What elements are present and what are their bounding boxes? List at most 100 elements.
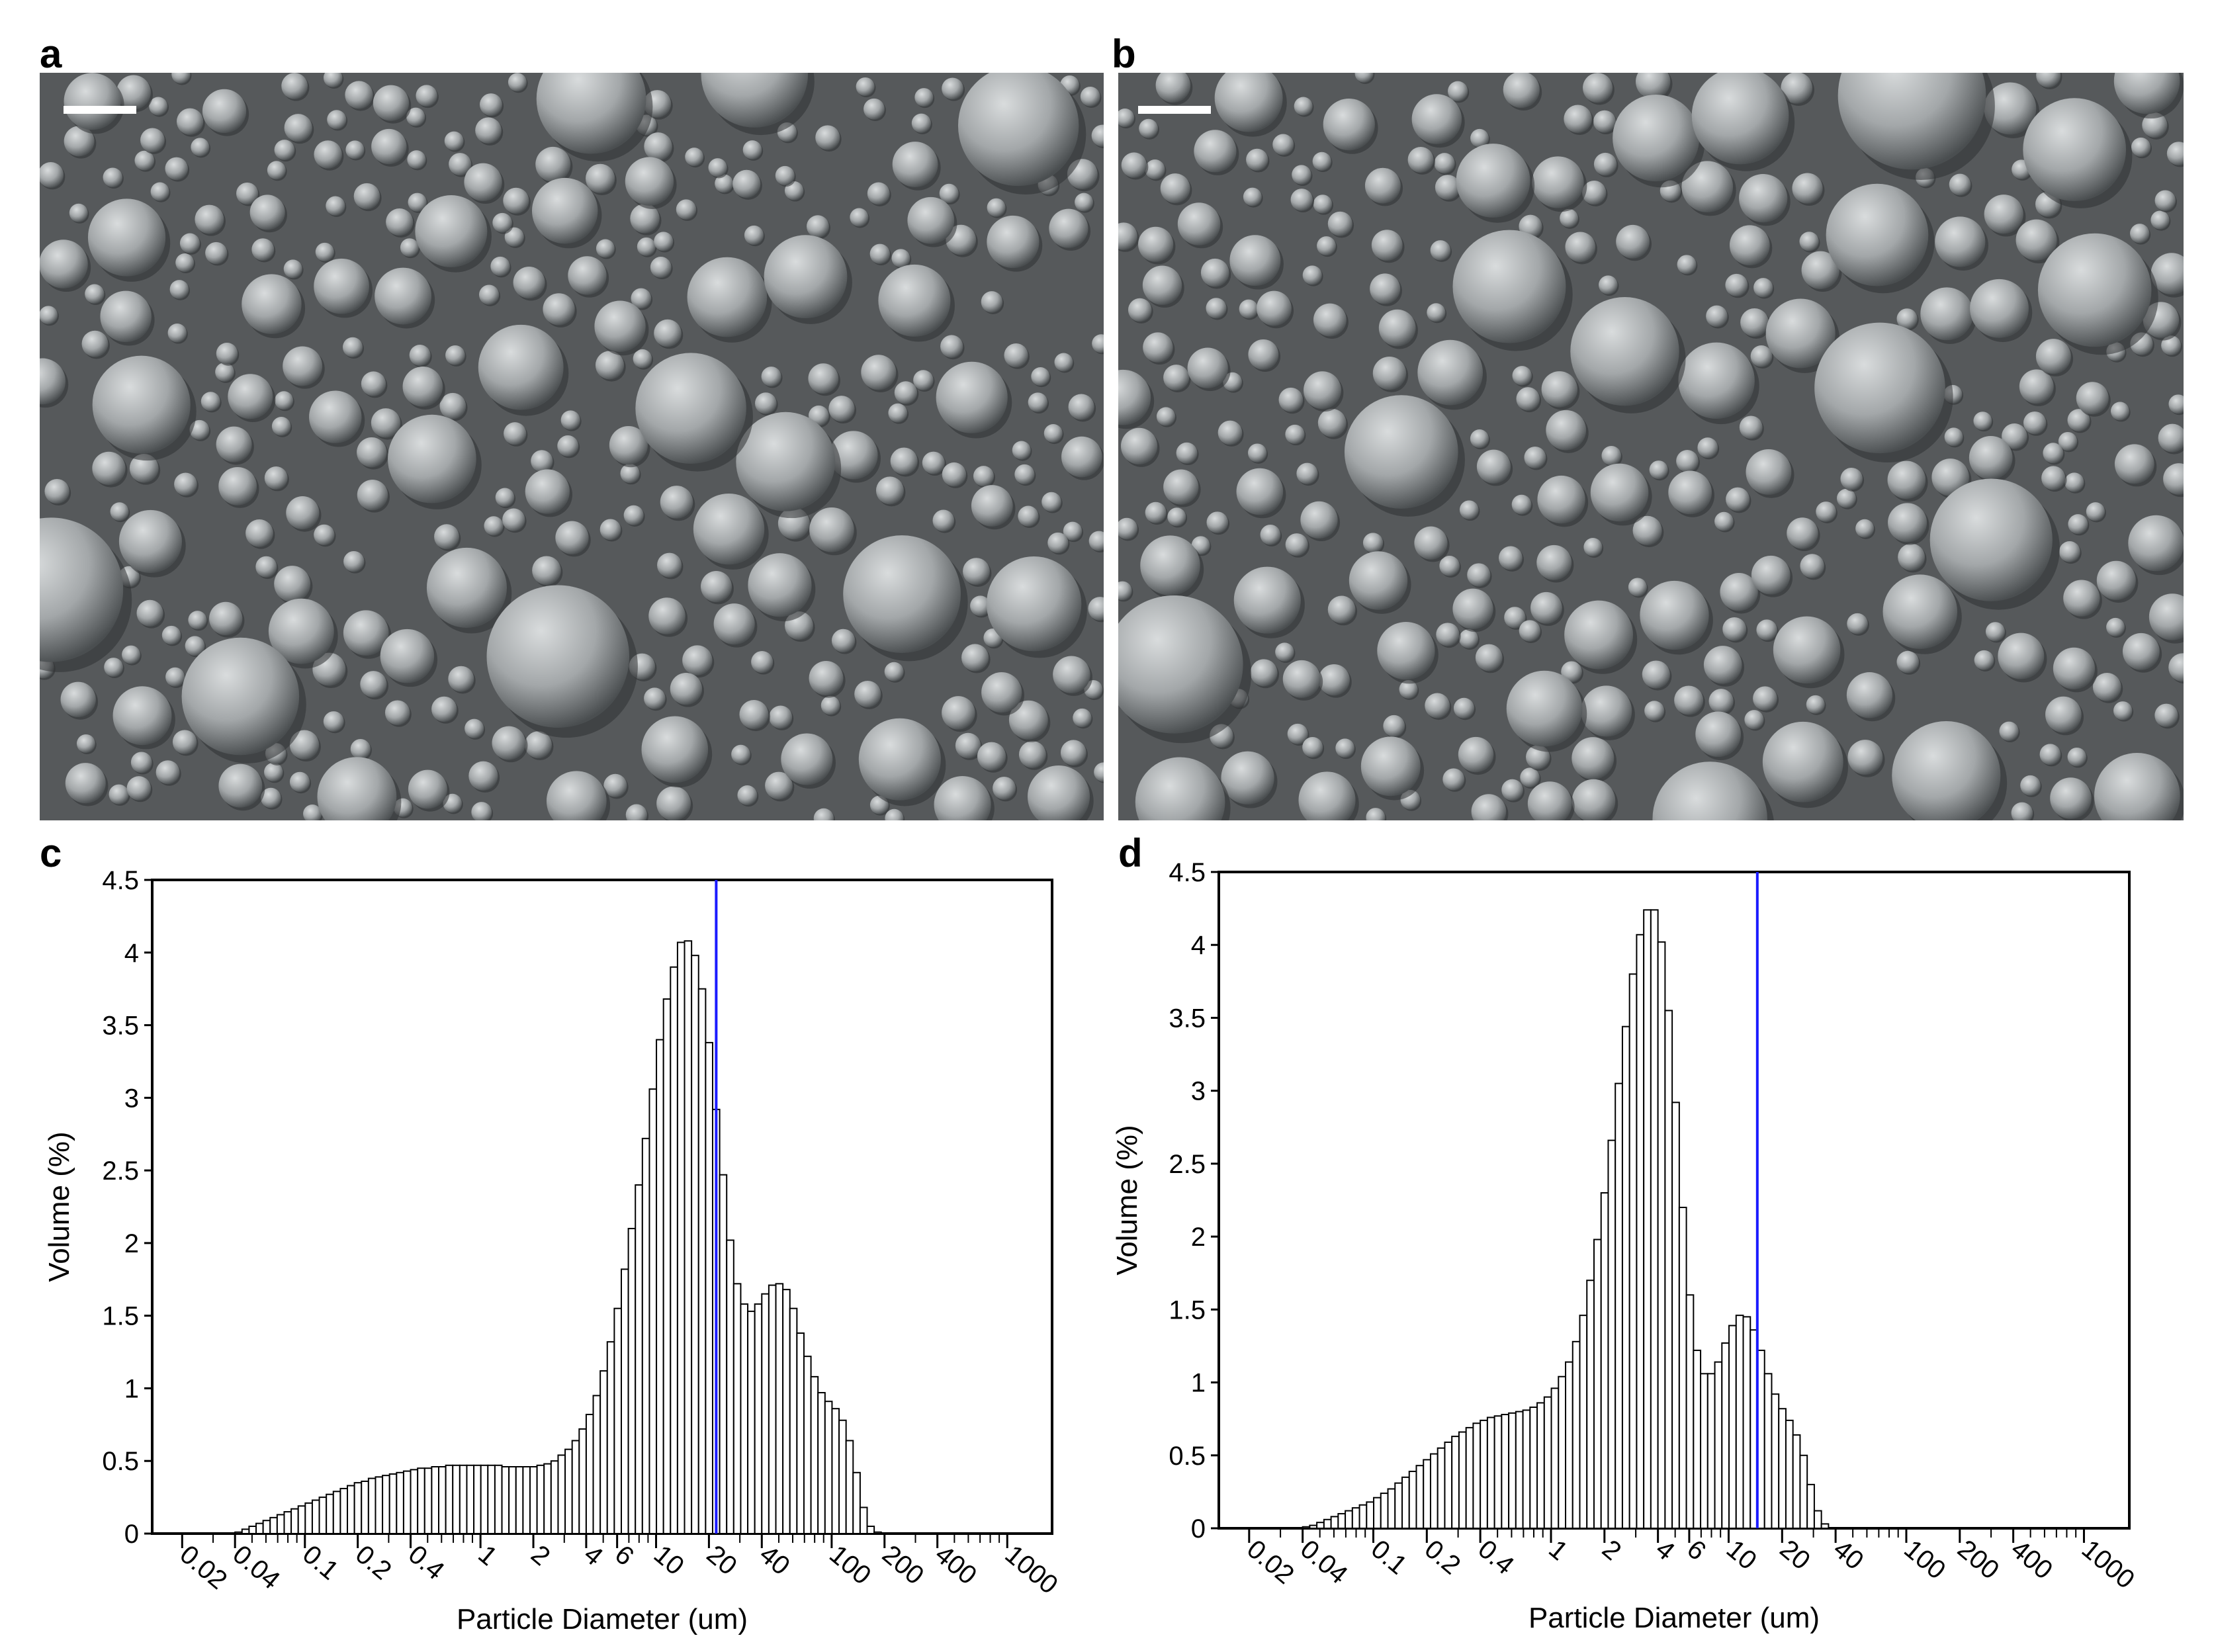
sem-b-sphere (1294, 97, 1313, 116)
sem-b-sphere (1929, 478, 2053, 601)
sem-a-sphere (568, 256, 607, 295)
sem-a-sphere (1092, 334, 1104, 353)
sem-a-sphere (283, 259, 302, 279)
sem-a-sphere (112, 686, 172, 746)
sem-a-sphere (820, 695, 840, 715)
histogram-bar (452, 1464, 461, 1535)
histogram-bar (599, 1370, 608, 1534)
sem-a-sphere (884, 662, 904, 681)
sem-b-sphere (1565, 232, 1596, 263)
sem-b-sphere (1143, 332, 1173, 363)
x-tick-label: 6 (609, 1540, 639, 1571)
sem-a-sphere (40, 239, 88, 288)
sem-b-sphere (1135, 757, 1225, 820)
y-tick-label: 0.5 (102, 1447, 139, 1476)
sem-a-sphere (357, 479, 388, 511)
sem-a-sphere (478, 284, 500, 305)
sem-a-sphere (85, 284, 105, 304)
sem-a-sphere (245, 519, 273, 547)
sem-b-sphere (1248, 339, 1279, 370)
histogram-bar (1813, 1510, 1822, 1530)
y-axis-title: Volume (%) (43, 1131, 75, 1282)
histogram-bar (1472, 1422, 1482, 1530)
sem-a-sphere (118, 509, 182, 573)
histogram-bar (1586, 1280, 1595, 1529)
histogram-bar (684, 940, 693, 1535)
sem-b-sphere (1372, 356, 1407, 390)
histogram-bar (1621, 1025, 1630, 1530)
sem-a-sphere (327, 110, 347, 130)
histogram-bar (1423, 1459, 1431, 1529)
sem-b-sphere (1176, 442, 1198, 464)
scale-bar-a (64, 106, 136, 114)
sem-a-sphere (942, 462, 967, 487)
sem-b-sphere (1366, 808, 1386, 820)
histogram-bar (1714, 1361, 1723, 1530)
sem-a-sphere (345, 140, 365, 159)
sem-a-sphere (531, 450, 553, 472)
sem-b-sphere (1799, 232, 1819, 251)
histogram-bar (705, 1041, 713, 1534)
sem-b-sphere (2059, 541, 2080, 562)
sem-a-sphere (386, 208, 414, 236)
sem-b-sphere (1674, 685, 1704, 715)
sem-b-sphere (1177, 202, 1221, 245)
histogram-bar (578, 1428, 587, 1534)
histogram-bar (691, 955, 699, 1534)
histogram-bar (248, 1526, 257, 1534)
sem-a-sphere (1073, 708, 1092, 728)
sem-a-sphere (637, 237, 656, 256)
sem-a-sphere (471, 802, 492, 820)
sem-b-sphere (1642, 660, 1670, 689)
histogram-bar (1515, 1411, 1524, 1530)
sem-b-sphere (2113, 701, 2133, 720)
y-tick-label: 1.5 (1169, 1295, 1206, 1325)
sem-b-sphere (1145, 159, 1165, 180)
x-tick-label: 40 (1828, 1534, 1869, 1575)
sem-b-sphere (1407, 146, 1434, 173)
histogram-bar (367, 1477, 376, 1535)
histogram-bar (1415, 1465, 1425, 1529)
sem-b-sphere (1425, 693, 1450, 718)
histogram-bar (656, 1039, 664, 1534)
sem-b-sphere (1847, 613, 1868, 634)
sem-a-sphere (216, 426, 252, 462)
x-axis-title: Particle Diameter (um) (457, 1603, 748, 1635)
sem-b-sphere (2019, 369, 2054, 404)
histogram-bar (1536, 1402, 1545, 1530)
sem-b-sphere (1616, 224, 1650, 259)
sem-a-sphere (654, 232, 674, 251)
histogram-bar (754, 1303, 763, 1534)
histogram-bar (740, 1303, 749, 1534)
x-tick-label: 1000 (999, 1540, 1063, 1600)
sem-b-sphere (1678, 342, 1755, 419)
sem-b-sphere (1840, 467, 1863, 490)
histogram-bar (276, 1514, 285, 1534)
histogram-bar (1706, 1373, 1716, 1530)
histogram-bar (1628, 973, 1638, 1530)
sem-a-sphere (644, 687, 666, 709)
sem-b-sphere (1360, 736, 1421, 797)
histogram-bar (1728, 1325, 1737, 1529)
sem-a-sphere (631, 288, 652, 309)
sem-a-sphere (603, 773, 627, 797)
sem-a-sphere (525, 731, 553, 759)
sem-a-sphere (700, 571, 732, 603)
panel-label-d: d (1118, 831, 1143, 875)
sem-b-sphere (1214, 73, 1283, 132)
histogram-bar (1721, 1342, 1730, 1530)
sem-a-sphere (175, 253, 195, 273)
sem-b-sphere (1399, 679, 1418, 699)
sem-b-sphere (1676, 450, 1699, 472)
sem-b-sphere (2058, 431, 2078, 451)
sem-b-sphere (1313, 195, 1333, 214)
sem-a-sphere (1075, 193, 1094, 212)
sem-a-sphere (416, 85, 437, 107)
sem-b-sphere (1344, 395, 1458, 509)
y-tick-label: 2 (1191, 1223, 1206, 1252)
sem-a-sphere (808, 363, 839, 394)
sem-a-sphere (625, 804, 648, 820)
histogram-bar (1480, 1419, 1488, 1529)
sem-a-sphere (891, 249, 910, 268)
sem-a-sphere (65, 763, 106, 804)
